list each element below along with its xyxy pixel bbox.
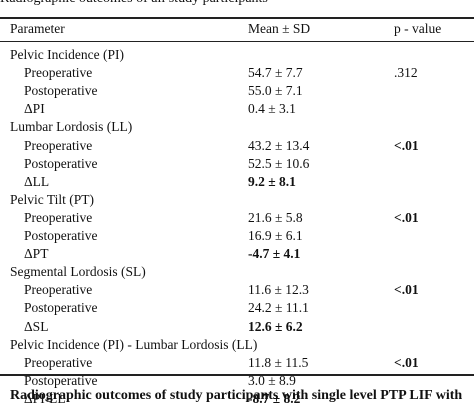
row-label: Preoperative xyxy=(24,209,93,225)
mean-sd: 54.7 ± 7.7 xyxy=(248,65,303,81)
mean-sd: 9.2 ± 8.1 xyxy=(248,173,296,189)
row-label: Postoperative xyxy=(24,83,98,99)
row-label: ΔLL xyxy=(24,173,50,189)
bottom-rule xyxy=(0,374,474,376)
group-label: Pelvic Incidence (PI) - Lumbar Lordosis … xyxy=(10,336,258,352)
row-label: Preoperative xyxy=(24,354,93,370)
mean-sd: 11.8 ± 11.5 xyxy=(248,354,309,370)
mean-sd: 16.9 ± 6.1 xyxy=(248,228,303,243)
p-value: <.01 xyxy=(394,282,419,298)
group-label: Pelvic Tilt (PT) xyxy=(10,191,95,207)
row-label: ΔPT xyxy=(24,246,49,262)
mean-sd: -4.7 ± 4.1 xyxy=(248,246,301,262)
header-cell: Parameter xyxy=(10,21,65,36)
group-label: Pelvic Incidence (PI) xyxy=(10,47,124,62)
mean-sd: 12.6 ± 6.2 xyxy=(248,318,303,334)
mean-sd: 55.0 ± 7.1 xyxy=(248,83,303,99)
next-table-title: Radiographic outcomes of study participa… xyxy=(10,388,463,403)
row-label: Postoperative xyxy=(24,300,98,316)
row-label: Preoperative xyxy=(24,65,93,81)
mean-sd: 21.6 ± 5.8 xyxy=(248,209,303,225)
mean-sd: 0.4 ± 3.1 xyxy=(248,101,296,117)
row-label: Postoperative xyxy=(24,372,98,388)
mean-sd: 52.5 ± 10.6 xyxy=(248,155,310,171)
p-value: .312 xyxy=(394,65,418,81)
p-value: <.01 xyxy=(394,354,419,370)
p-value: <.01 xyxy=(394,137,419,153)
group-label: Lumbar Lordosis (LL) xyxy=(10,119,133,135)
header-rule xyxy=(0,41,474,42)
header-cell: Mean ± SD xyxy=(248,21,311,36)
table-title: Radiographic outcomes of all study parti… xyxy=(0,0,268,8)
mean-sd: 24.2 ± 11.1 xyxy=(248,300,309,316)
row-label: Preoperative xyxy=(24,282,93,298)
header-cell: p - value xyxy=(394,21,442,36)
p-value: <.01 xyxy=(394,209,419,225)
row-label: ΔPI xyxy=(24,101,45,117)
row-label: Preoperative xyxy=(24,137,93,153)
mean-sd: 11.6 ± 12.3 xyxy=(248,282,309,298)
group-label: Segmental Lordosis (SL) xyxy=(10,264,146,280)
mean-sd: 43.2 ± 13.4 xyxy=(248,137,310,153)
row-label: Postoperative xyxy=(24,228,98,243)
mean-sd: 3.0 ± 8.9 xyxy=(248,372,296,388)
row-label: Postoperative xyxy=(24,155,98,171)
row-label: ΔSL xyxy=(24,318,49,334)
top-rule xyxy=(0,17,474,19)
